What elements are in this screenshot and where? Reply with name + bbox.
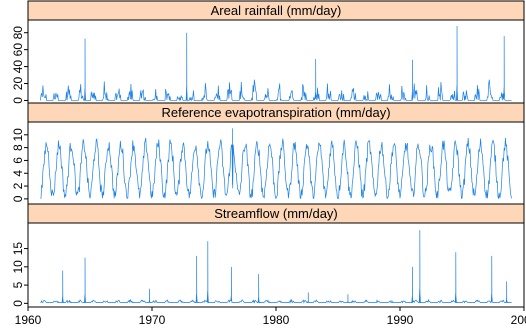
- y-tick-label: 0: [11, 195, 25, 202]
- panel-evapotranspiration: Reference evapotranspiration (mm/day) 0 2…: [11, 102, 525, 205]
- y-tick-label: 80: [11, 26, 25, 40]
- x-tick-label: 1970: [139, 313, 166, 327]
- y-tick-label: 10: [11, 260, 25, 274]
- strip-title-rainfall: Areal rainfall (mm/day): [211, 3, 342, 18]
- y-tick-label: 20: [11, 77, 25, 91]
- panel-rainfall: Areal rainfall (mm/day) 0 20 40 60 80: [11, 0, 525, 104]
- y-tick-label: 0: [11, 300, 25, 307]
- y-tick-label: 8: [11, 144, 25, 151]
- x-axis: 1960 1970 1980 1990 2000: [15, 307, 526, 327]
- plot-frame-streamflow: [27, 222, 525, 308]
- series-line-rainfall: [40, 25, 512, 102]
- x-tick-label: 1990: [387, 313, 414, 327]
- plot-frame-evapotranspiration: [27, 121, 525, 205]
- y-tick-label: 40: [11, 60, 25, 74]
- y-axis-streamflow: 0 5 10 15: [11, 242, 28, 307]
- strip-title-evapotranspiration: Reference evapotranspiration (mm/day): [161, 105, 390, 120]
- y-axis-rainfall: 0 20 40 60 80: [11, 26, 28, 104]
- panel-streamflow: Streamflow (mm/day) 0 5 10 15: [11, 203, 525, 308]
- series-line-streamflow: [40, 230, 512, 304]
- y-tick-label: 15: [11, 242, 25, 256]
- series-line-evapotranspiration: [40, 128, 512, 200]
- y-tick-label: 5: [11, 281, 25, 288]
- x-tick-label: 1980: [263, 313, 290, 327]
- y-tick-label: 6: [11, 157, 25, 164]
- y-tick-label: 4: [11, 170, 25, 177]
- x-tick-label: 2000: [511, 313, 526, 327]
- strip-title-streamflow: Streamflow (mm/day): [214, 206, 338, 221]
- y-tick-label: 60: [11, 43, 25, 57]
- x-tick-label: 1960: [15, 313, 42, 327]
- y-tick-label: 0: [11, 97, 25, 104]
- y-tick-label: 2: [11, 182, 25, 189]
- plot-frame-rainfall: [27, 19, 525, 104]
- y-axis-evapotranspiration: 0 2 4 6 8 10: [11, 128, 28, 202]
- y-tick-label: 10: [11, 128, 25, 142]
